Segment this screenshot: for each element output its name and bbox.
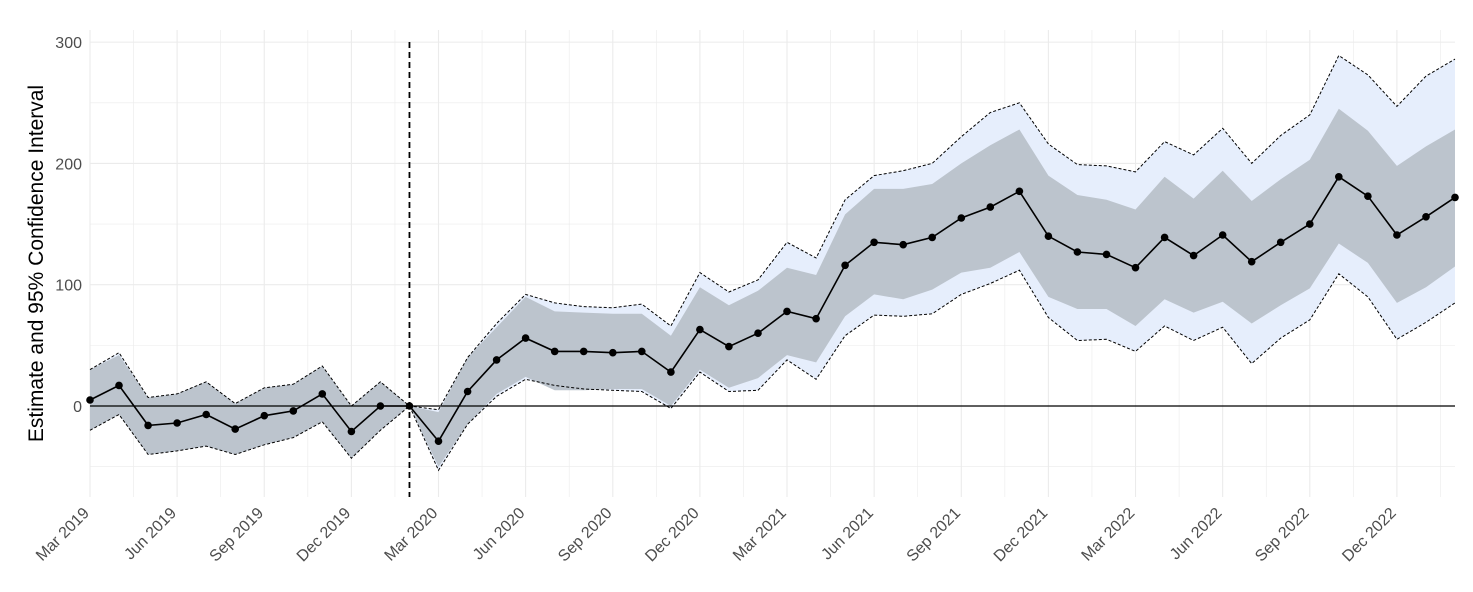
estimate-point	[1364, 192, 1372, 200]
x-tick-label: Mar 2019	[33, 505, 93, 565]
estimate-point	[173, 419, 181, 427]
x-tick-label: Jun 2021	[818, 505, 877, 564]
x-tick-label: Jun 2019	[121, 505, 180, 564]
estimate-point	[1276, 238, 1285, 247]
estimate-point	[376, 402, 385, 410]
x-tick-label: Mar 2021	[730, 505, 790, 565]
estimate-point	[928, 233, 936, 242]
y-tick-label: 300	[55, 35, 82, 52]
x-tick-label: Dec 2020	[642, 505, 703, 566]
estimate-series	[86, 173, 1459, 446]
estimate-point	[1247, 257, 1256, 266]
estimate-point	[1189, 251, 1198, 260]
y-tick-label: 200	[55, 156, 82, 173]
estimate-point	[405, 402, 414, 410]
x-tick-label: Jun 2020	[470, 505, 529, 564]
y-axis-title: Estimate and 95% Confidence Interval	[25, 85, 48, 442]
estimate-point	[725, 342, 733, 351]
estimate-point	[899, 240, 907, 249]
estimate-point	[638, 347, 646, 356]
estimate-point	[1218, 231, 1227, 239]
estimate-point	[957, 214, 966, 222]
reference-lines	[90, 42, 1455, 497]
estimate-point	[347, 427, 356, 436]
y-tick-label: 0	[73, 399, 82, 416]
estimate-point	[812, 314, 820, 323]
estimate-point	[289, 407, 298, 415]
x-tick-label: Dec 2019	[294, 505, 355, 566]
x-tick-label: Mar 2020	[382, 505, 442, 565]
estimate-point	[841, 261, 849, 270]
estimate-point	[463, 387, 472, 396]
estimate-point	[144, 421, 152, 430]
estimate-point	[1306, 220, 1314, 228]
estimate-line	[89, 175, 1456, 443]
x-tick-label: Sep 2019	[207, 505, 268, 566]
estimate-point	[550, 347, 559, 356]
estimate-point	[260, 411, 269, 420]
y-tick-label: 100	[55, 278, 82, 295]
estimate-point	[609, 348, 617, 357]
x-tick-label: Mar 2022	[1079, 505, 1139, 565]
estimate-point	[1393, 231, 1401, 239]
outer-lower-bound-line	[89, 269, 1456, 472]
estimate-point	[202, 410, 210, 419]
estimate-point	[1015, 187, 1024, 196]
outer-confidence-band	[90, 55, 1455, 471]
estimate-point	[521, 334, 530, 342]
estimate-point	[318, 390, 327, 398]
estimate-point	[696, 325, 704, 334]
estimate-point	[1102, 250, 1111, 259]
x-tick-label: Sep 2021	[904, 505, 965, 566]
estimate-point	[1044, 232, 1053, 240]
estimate-point	[783, 307, 791, 316]
estimate-point	[231, 425, 239, 433]
estimate-point	[1160, 233, 1169, 242]
x-tick-label: Dec 2021	[991, 505, 1052, 566]
estimate-point	[667, 368, 675, 376]
estimate-point	[1335, 173, 1343, 181]
estimate-point	[115, 381, 123, 390]
estimate-point	[86, 396, 94, 404]
x-tick-label: Sep 2020	[555, 505, 616, 566]
estimate-point	[1451, 193, 1459, 202]
estimate-point	[1131, 263, 1140, 272]
x-tick-label: Dec 2022	[1339, 505, 1400, 566]
inner-confidence-band	[90, 108, 1455, 467]
x-tick-label: Sep 2022	[1252, 505, 1313, 566]
outer-upper-bound-line	[89, 54, 1456, 411]
confidence-bands	[89, 54, 1456, 472]
x-tick-label: Jun 2022	[1167, 505, 1226, 564]
estimate-point	[434, 437, 443, 446]
estimate-point	[986, 203, 995, 211]
estimate-point	[870, 238, 878, 247]
estimate-point	[579, 347, 588, 356]
estimate-point	[754, 329, 762, 338]
estimate-point	[492, 356, 501, 364]
estimate-point	[1073, 248, 1082, 256]
estimate-point	[1422, 213, 1430, 221]
